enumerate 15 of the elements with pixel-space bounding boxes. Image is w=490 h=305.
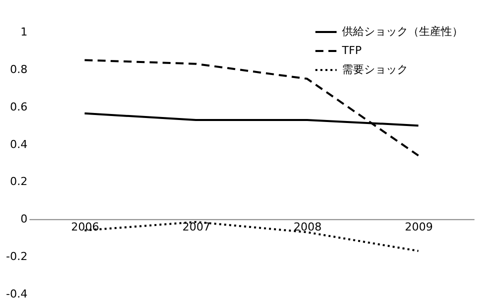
y-tick-label: -0.2 [6,250,28,264]
y-tick-label: -0.4 [6,288,28,300]
x-tick-label: 2008 [294,220,322,234]
line-series [84,59,420,157]
x-tick-label: 2006 [71,220,100,234]
y-tick-label: 0.2 [10,175,28,188]
y-tick-label: 0.8 [10,62,28,76]
x-tick-label: 2009 [404,220,433,234]
y-tick-label: 0.6 [10,100,28,114]
legend-label: TFP [341,44,362,57]
legend-label: 需要ショック [342,63,408,76]
y-tick-label: 1 [20,26,28,38]
y-tick-label: 0 [20,212,28,226]
legend-label: 供給ショック（生産性） [342,25,463,38]
y-tick-label: 0.4 [10,138,28,151]
